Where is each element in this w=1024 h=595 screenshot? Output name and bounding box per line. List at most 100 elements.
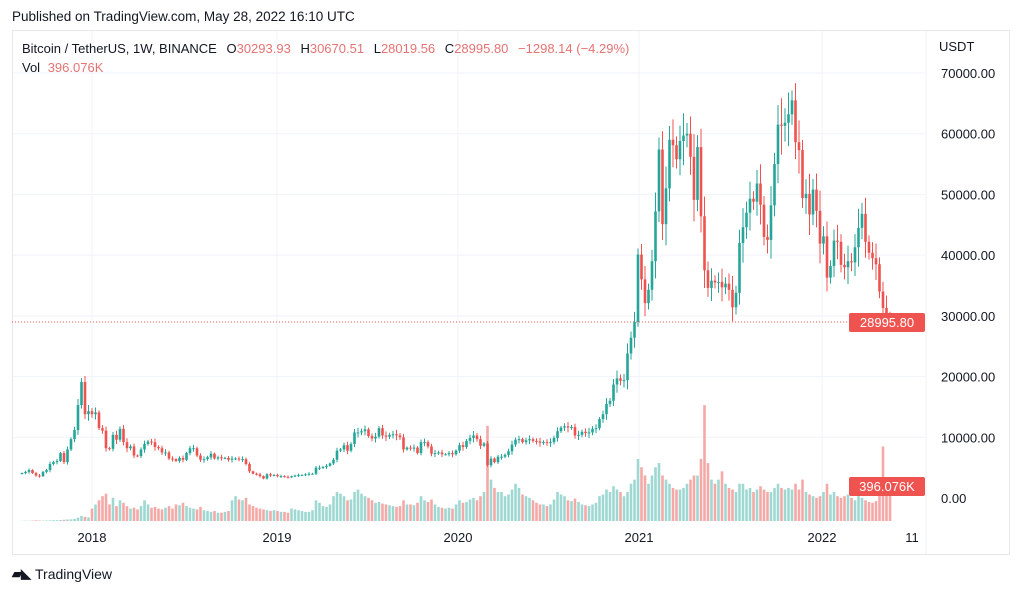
volume-bar [552,499,556,521]
volume-bar [426,501,430,521]
candle-body [556,431,559,438]
volume-bar [153,506,157,521]
candle-body [311,473,314,475]
volume-bar [461,502,465,521]
volume-bar [328,504,332,521]
volume-bar [496,492,500,521]
candle-body [69,439,73,450]
candle-body [811,189,815,215]
candle-body [115,434,118,440]
candle-body [521,439,524,443]
candle-body [444,454,447,456]
volume-bar [318,502,321,521]
candle-body [885,307,888,315]
volume-bar [55,520,59,521]
volume-bar [160,509,164,521]
candle-body [668,139,671,189]
candle-body [864,213,867,242]
volume-bar [843,496,846,521]
candle-body [531,439,535,441]
candle-body [220,457,223,459]
candle-body [374,436,377,439]
volume-bar [832,492,836,521]
candle-body [535,440,538,442]
candle-body [706,270,710,288]
time-axis[interactable]: 2018 2019 2020 2021 2022 11 [78,530,919,545]
volume-bar [272,510,276,521]
volume-bar [591,504,594,521]
candle-body [150,441,153,443]
volume-bar [335,492,339,521]
candle-body [776,124,780,165]
candle-body [101,428,104,431]
candle-body [304,474,307,476]
candle-body [391,434,395,436]
candle-body [731,289,734,308]
x-tick-label: 2018 [78,530,107,545]
volume-bar [360,493,363,521]
volume-bar [864,500,867,521]
candle-body [577,434,580,436]
candle-body [850,261,853,263]
volume-bar [398,506,402,521]
volume-bar [199,506,202,521]
candle-body [430,446,433,454]
published-caption: Published on TradingView.com, May 28, 20… [12,9,355,24]
volume-bar [419,496,423,521]
candles [20,83,892,480]
candle-body [199,455,202,460]
candle-body [342,445,346,450]
candle-body [619,378,622,381]
candle-body [783,122,787,126]
volume-bar [703,405,706,521]
volume-bar [682,487,685,521]
candle-body [143,443,146,450]
price-axis[interactable]: 70000.00 60000.00 50000.00 40000.00 30000.00… [941,66,995,506]
volume-bar [118,500,122,521]
volume-bar [353,492,356,521]
candle-body [853,247,857,263]
candle-body [377,428,381,437]
candle-body [608,400,612,404]
candle-body [416,447,419,454]
close-value: 28995.80 [454,41,508,56]
volume-bar [262,509,265,521]
volume-bar [619,492,622,521]
candle-body [717,281,720,283]
candle-body [787,114,790,123]
volume-bar [62,519,66,521]
candle-body [493,458,496,463]
candle-body [447,453,451,455]
candle-body [500,456,503,458]
volume-bar [342,496,346,521]
candle-body [164,452,167,454]
volume-bar [801,479,804,521]
volume-bar [545,506,549,521]
candle-body [468,437,472,441]
candle-body [279,476,283,478]
candle-body [307,473,311,475]
chart-frame[interactable] [12,30,1010,555]
volume-bar [549,504,552,521]
candle-body [20,473,24,475]
candle-body [185,453,188,460]
candle-body [545,442,549,444]
volume-bar [237,499,241,521]
candle-body [433,453,437,455]
y-tick-label: 30000.00 [941,309,995,324]
volume-bar [570,501,573,521]
volume-bar [629,483,633,521]
candle-body [181,457,185,460]
candle-body [325,465,328,468]
candle-body [167,452,171,459]
footer[interactable]: ▰◣ TradingView [12,566,112,582]
x-tick-label: 2019 [263,530,292,545]
candle-body [31,470,34,474]
candle-body [97,412,101,429]
candle-body [801,150,804,199]
y-tick-label: 60000.00 [941,127,995,142]
volume-bar [132,507,136,521]
candle-body [465,440,468,447]
candle-body [871,252,874,259]
